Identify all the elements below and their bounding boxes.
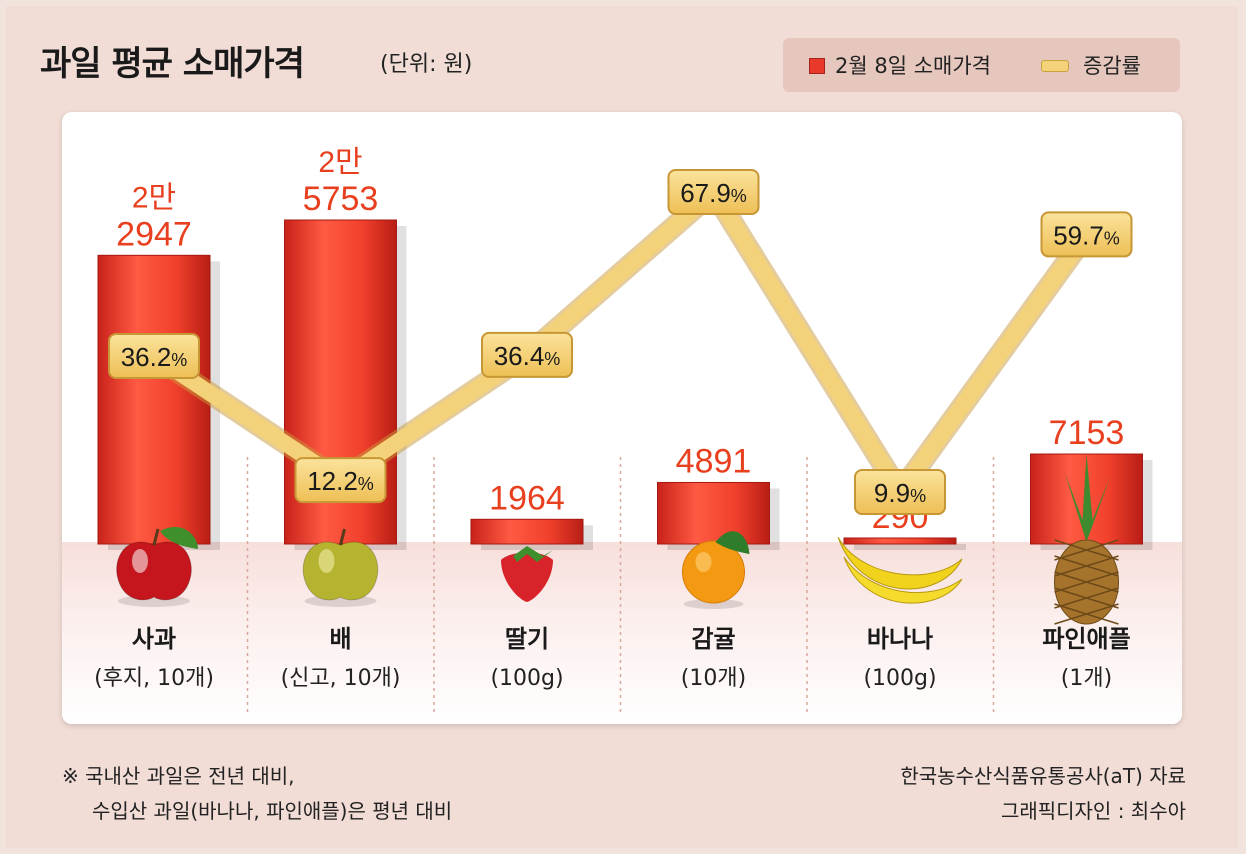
- category-sublabel: (신고, 10개): [281, 666, 401, 691]
- rate-tag-1: 12.2%: [294, 457, 387, 504]
- percent-sign: %: [731, 186, 747, 206]
- chart-floor: [62, 542, 1182, 724]
- legend: 2월 8일 소매가격 증감률: [783, 38, 1180, 92]
- apple-icon: [116, 527, 198, 607]
- footnote-line-1: ※ 국내산 과일은 전년 대비,: [62, 764, 295, 788]
- rate-label: 36.2%: [121, 342, 188, 372]
- rate-value: 36.4: [494, 341, 545, 371]
- rate-tag-0: 36.2%: [108, 332, 200, 379]
- category-sublabel: (후지, 10개): [94, 666, 214, 691]
- legend-price-swatch: [809, 58, 825, 74]
- rate-label: 67.9%: [680, 178, 747, 208]
- category-sublabel: (10개): [681, 666, 746, 691]
- pear-icon: [302, 528, 379, 607]
- rate-label: 9.9%: [874, 478, 926, 508]
- rate-value: 12.2: [307, 466, 358, 496]
- bar-shadow: [854, 544, 966, 550]
- chart-panel: 2947 2만 5753 2만 1964 4891 290 7153 36.2% 12.2% 36.…: [62, 112, 1182, 724]
- rate-value: 67.9: [680, 178, 731, 208]
- pineapple-icon: [1054, 454, 1119, 625]
- percent-sign: %: [171, 350, 187, 370]
- bar-value-label: 7153: [1049, 414, 1125, 452]
- rate-value: 36.2: [121, 342, 172, 372]
- legend-price-label: 2월 8일 소매가격: [835, 54, 991, 78]
- orange-icon: [682, 531, 750, 609]
- bar-value-label: 2만: [132, 181, 176, 214]
- rate-tag-2: 36.4%: [481, 331, 573, 378]
- percent-sign: %: [544, 349, 560, 369]
- percent-sign: %: [358, 474, 374, 494]
- bar-3: [657, 481, 770, 545]
- category-label: 배: [329, 625, 351, 653]
- bar-value-label: 2947: [116, 215, 192, 253]
- rate-value: 59.7: [1053, 220, 1104, 250]
- category-sublabel: (1개): [1061, 666, 1112, 691]
- footnote-line-2: 수입산 과일(바나나, 파인애플)은 평년 대비: [92, 799, 453, 823]
- category-label: 사과: [132, 625, 176, 653]
- rate-label: 12.2%: [307, 466, 374, 496]
- source-line-2: 그래픽디자인 : 최수아: [1000, 799, 1186, 823]
- rate-label: 36.4%: [494, 341, 561, 371]
- percent-sign: %: [1104, 228, 1120, 248]
- bar-0: [97, 254, 211, 545]
- unit-label: (단위: 원): [380, 52, 473, 77]
- rate-value: 9.9: [874, 478, 910, 508]
- banana-icon: [837, 536, 963, 604]
- category-label: 딸기: [505, 625, 549, 653]
- category-label: 바나나: [867, 625, 933, 653]
- rate-tag-3: 67.9%: [667, 169, 760, 215]
- category-sublabel: (100g): [863, 666, 936, 691]
- strawberry-icon: [501, 546, 553, 602]
- bar-value-label: 5753: [303, 180, 379, 218]
- bar-value-label: 1964: [489, 479, 565, 517]
- legend-change-label: 증감률: [1083, 54, 1141, 78]
- rate-tag-4: 9.9%: [854, 469, 946, 515]
- rate-tag-5: 59.7%: [1040, 211, 1133, 258]
- source-line-1: 한국농수산식품유통공사(aT) 자료: [900, 764, 1186, 788]
- chart-title: 과일 평균 소매가격: [40, 44, 305, 84]
- category-label: 감귤: [691, 625, 735, 653]
- rate-label: 59.7%: [1053, 220, 1120, 250]
- bar-4: [843, 537, 957, 545]
- category-sublabel: (100g): [490, 666, 563, 691]
- legend-change-swatch: [1041, 60, 1069, 72]
- category-label: 파인애플: [1042, 625, 1130, 653]
- bar-value-label: 2만: [318, 146, 362, 179]
- percent-sign: %: [910, 486, 926, 506]
- bar-value-label: 4891: [676, 442, 752, 480]
- bar-2: [470, 518, 584, 545]
